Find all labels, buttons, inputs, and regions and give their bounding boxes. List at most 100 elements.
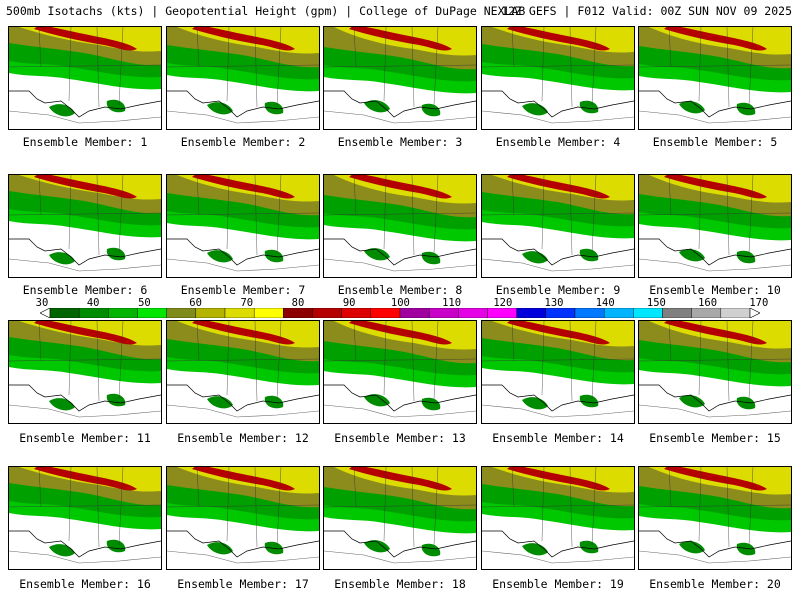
ensemble-member-label: Ensemble Member: 14 — [492, 431, 624, 445]
map-panel-image — [324, 175, 476, 272]
ensemble-member-label: Ensemble Member: 16 — [19, 577, 151, 591]
map-panel-image — [639, 175, 791, 272]
map-panel-image — [9, 321, 161, 418]
ensemble-member-map — [166, 466, 320, 570]
ensemble-member-map — [323, 26, 477, 130]
colorbar-segment — [633, 308, 663, 318]
colorbar-segment — [458, 308, 488, 318]
model-valid-time: 12Z GEFS | F012 Valid: 00Z SUN NOV 09 20… — [501, 4, 792, 18]
colorbar-segment — [399, 308, 430, 318]
colorbar-tick-label: 130 — [544, 297, 564, 309]
map-panel-image — [167, 467, 319, 564]
colorbar-segment — [283, 308, 313, 318]
ensemble-member-map — [8, 320, 162, 424]
map-title: 500mb Isotachs (kts) | Geopotential Heig… — [6, 4, 526, 18]
map-panel-image — [639, 27, 791, 124]
ensemble-member-label: Ensemble Member: 11 — [19, 431, 151, 445]
ensemble-member-label: Ensemble Member: 15 — [649, 431, 781, 445]
ensemble-member-label: Ensemble Member: 18 — [334, 577, 466, 591]
ensemble-member-label: Ensemble Member: 20 — [649, 577, 781, 591]
colorbar-tick-label: 60 — [189, 297, 202, 309]
ensemble-member-map — [323, 174, 477, 278]
colorbar-segment — [487, 308, 517, 318]
map-panel-image — [9, 27, 161, 124]
isotach-colorbar — [40, 308, 760, 318]
ensemble-member-label: Ensemble Member: 1 — [22, 135, 148, 149]
ensemble-member-label: Ensemble Member: 2 — [180, 135, 306, 149]
colorbar-tick-label: 110 — [442, 297, 462, 309]
colorbar-segment — [720, 308, 751, 318]
ensemble-member-map — [481, 466, 635, 570]
map-panel-image — [9, 175, 161, 272]
colorbar-segment — [341, 308, 372, 318]
ensemble-member-label: Ensemble Member: 3 — [337, 135, 463, 149]
map-panel-image — [639, 321, 791, 418]
colorbar-tick-label: 150 — [646, 297, 666, 309]
map-panel-image — [167, 175, 319, 272]
colorbar-tick-label: 40 — [86, 297, 100, 309]
colorbar-segment — [78, 308, 109, 318]
ensemble-member-map — [481, 174, 635, 278]
colorbar-segment — [545, 308, 576, 318]
ensemble-member-map — [166, 174, 320, 278]
map-panel-image — [482, 321, 634, 418]
map-panel-image — [324, 27, 476, 124]
ensemble-member-label: Ensemble Member: 17 — [177, 577, 309, 591]
ensemble-member-map — [638, 466, 792, 570]
colorbar-tick-label: 100 — [390, 297, 410, 309]
colorbar-segment — [312, 308, 342, 318]
colorbar-high-arrow — [749, 308, 760, 318]
ensemble-member-map — [166, 26, 320, 130]
map-panel-image — [324, 467, 476, 564]
ensemble-member-map — [8, 174, 162, 278]
ensemble-member-map — [638, 174, 792, 278]
colorbar-segment — [195, 308, 226, 318]
colorbar-tick-label: 140 — [595, 297, 615, 309]
ensemble-member-map — [638, 26, 792, 130]
colorbar-segment — [662, 308, 692, 318]
colorbar-tick-label: 160 — [698, 297, 718, 309]
ensemble-member-label: Ensemble Member: 19 — [492, 577, 624, 591]
map-panel-image — [482, 27, 634, 124]
ensemble-member-label: Ensemble Member: 10 — [649, 283, 781, 297]
colorbar-tick-label: 120 — [493, 297, 513, 309]
colorbar-segment — [224, 308, 255, 318]
map-panel-image — [482, 175, 634, 272]
colorbar-tick-label: 90 — [342, 297, 356, 309]
colorbar-segment — [691, 308, 722, 318]
map-panel-image — [9, 467, 161, 564]
ensemble-member-map — [638, 320, 792, 424]
colorbar-segment — [166, 308, 197, 318]
ensemble-member-map — [323, 320, 477, 424]
map-panel-image — [167, 321, 319, 418]
map-panel-image — [167, 27, 319, 124]
ensemble-member-map — [323, 466, 477, 570]
ensemble-member-map — [8, 26, 162, 130]
colorbar-segment — [108, 308, 138, 318]
map-panel-image — [482, 467, 634, 564]
map-panel-image — [639, 467, 791, 564]
ensemble-member-label: Ensemble Member: 9 — [495, 283, 621, 297]
ensemble-member-map — [481, 320, 635, 424]
colorbar-segment — [49, 308, 80, 318]
ensemble-member-label: Ensemble Member: 5 — [652, 135, 778, 149]
ensemble-member-label: Ensemble Member: 6 — [22, 283, 148, 297]
colorbar-segment — [428, 308, 459, 318]
ensemble-member-map — [8, 466, 162, 570]
colorbar-low-arrow — [40, 308, 51, 318]
colorbar-tick-label: 30 — [35, 297, 49, 309]
colorbar-tick-label: 50 — [138, 297, 151, 309]
ensemble-member-map — [481, 26, 635, 130]
colorbar-segment — [574, 308, 605, 318]
colorbar-tick-label: 80 — [291, 297, 305, 309]
colorbar-segment — [603, 308, 634, 318]
colorbar-segment — [370, 308, 401, 318]
ensemble-member-label: Ensemble Member: 4 — [495, 135, 621, 149]
ensemble-member-label: Ensemble Member: 7 — [180, 283, 306, 297]
colorbar-segment — [516, 308, 547, 318]
ensemble-member-map — [166, 320, 320, 424]
ensemble-member-label: Ensemble Member: 8 — [337, 283, 463, 297]
ensemble-member-label: Ensemble Member: 13 — [334, 431, 466, 445]
colorbar-tick-label: 170 — [749, 297, 769, 309]
map-panel-image — [324, 321, 476, 418]
